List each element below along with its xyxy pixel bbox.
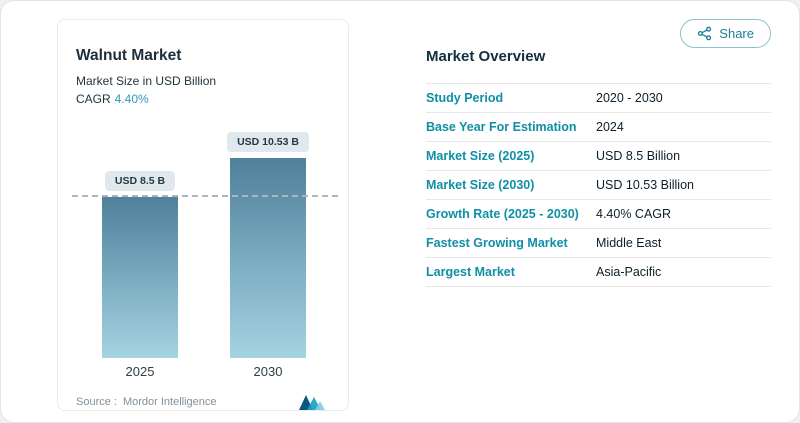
- chart-subtitle: Market Size in USD Billion: [76, 74, 217, 88]
- overview-table: Study Period 2020 - 2030 Base Year For E…: [426, 83, 771, 287]
- reference-dashed-line: [72, 195, 338, 197]
- row-value: Middle East: [596, 236, 662, 250]
- share-label: Share: [719, 26, 754, 41]
- bar-value-label-2025: USD 8.5 B: [104, 171, 176, 191]
- x-axis-labels: 2025 2030: [76, 364, 332, 379]
- share-icon: [698, 26, 712, 41]
- bar-group-2030: USD 10.53 B: [204, 114, 332, 358]
- chart-panel: Walnut Market Market Size in USD Billion…: [57, 19, 349, 411]
- bar-2030: [230, 158, 306, 358]
- row-value: Asia-Pacific: [596, 265, 662, 279]
- source-value: Mordor Intelligence: [122, 396, 217, 408]
- mordor-intelligence-logo: [299, 395, 325, 410]
- row-label: Market Size (2030): [426, 178, 535, 192]
- share-button[interactable]: Share: [680, 19, 771, 48]
- cagr-label: CAGR: [76, 92, 111, 106]
- table-row-growth-rate: Growth Rate (2025 - 2030) 4.40% CAGR: [426, 200, 771, 229]
- chart-cagr: CAGR 4.40%: [76, 92, 332, 106]
- row-label: Market Size (2025): [426, 149, 535, 163]
- table-row-largest-market: Largest Market Asia-Pacific: [426, 258, 771, 287]
- bar-chart: USD 8.5 B USD 10.53 B: [72, 114, 338, 358]
- x-label-2030: 2030: [253, 364, 283, 379]
- bar-value-label-2030: USD 10.53 B: [227, 132, 309, 152]
- row-value: 2020 - 2030: [596, 91, 663, 105]
- row-value: 2024: [596, 120, 624, 134]
- cagr-value: 4.40%: [114, 92, 149, 106]
- row-value: USD 8.5 Billion: [596, 149, 681, 163]
- chart-title: Walnut Market: [76, 47, 182, 64]
- table-row-study-period: Study Period 2020 - 2030: [426, 84, 771, 113]
- row-label: Largest Market: [426, 265, 515, 279]
- row-label: Growth Rate (2025 - 2030): [426, 207, 579, 221]
- table-row-market-size-2025: Market Size (2025) USD 8.5 Billion: [426, 142, 771, 171]
- row-value: USD 10.53 Billion: [596, 178, 694, 192]
- bar-2025: [102, 197, 178, 358]
- bar-group-2025: USD 8.5 B: [76, 114, 204, 358]
- row-value: 4.40% CAGR: [596, 207, 672, 221]
- row-label: Study Period: [426, 91, 504, 105]
- table-row-market-size-2030: Market Size (2030) USD 10.53 Billion: [426, 171, 771, 200]
- row-label: Base Year For Estimation: [426, 120, 577, 134]
- table-row-base-year: Base Year For Estimation 2024: [426, 113, 771, 142]
- source-row: Source : Mordor Intelligence: [76, 393, 332, 410]
- overview-panel: Market Overview Study Period 2020 - 2030…: [426, 47, 771, 287]
- overview-heading: Market Overview: [426, 48, 546, 65]
- source-label: Source :: [76, 396, 117, 408]
- table-row-fastest-growing-market: Fastest Growing Market Middle East: [426, 229, 771, 258]
- x-label-2025: 2025: [125, 364, 155, 379]
- row-label: Fastest Growing Market: [426, 236, 568, 250]
